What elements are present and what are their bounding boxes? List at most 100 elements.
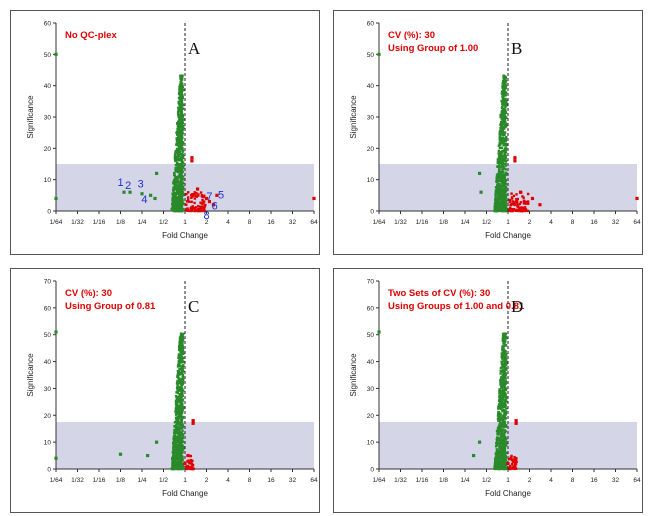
x-tick-label: 1/64 [50, 219, 63, 226]
green-point [175, 208, 178, 211]
green-point [181, 404, 184, 407]
panel-note: No QC-plex [65, 29, 117, 42]
green-point [495, 202, 498, 206]
green-point [500, 141, 504, 145]
green-point [499, 412, 502, 415]
green-point [181, 381, 185, 385]
x-tick-label: 1/32 [71, 477, 84, 484]
red-outlier-point [215, 193, 219, 197]
green-point [502, 433, 506, 437]
x-axis-title: Fold Change [485, 489, 531, 498]
green-point [174, 465, 178, 468]
green-point [175, 169, 179, 173]
y-tick-label: 20 [44, 413, 52, 420]
red-point [188, 466, 192, 469]
green-point [504, 157, 507, 160]
green-point [178, 430, 182, 434]
green-point [503, 391, 506, 395]
green-point [501, 157, 505, 160]
green-point [504, 372, 508, 376]
green-point [176, 196, 179, 200]
red-point-cloud [507, 454, 518, 471]
green-point [500, 381, 504, 385]
green-point [171, 206, 174, 209]
green-point [174, 163, 178, 167]
x-tick-label: 1/64 [50, 477, 63, 484]
green-point [181, 132, 184, 135]
green-point [173, 209, 176, 212]
green-point [176, 466, 180, 469]
green-point [504, 122, 508, 125]
green-point [497, 187, 500, 190]
green-point [503, 131, 507, 134]
green-point [504, 425, 508, 428]
red-outlier-point [506, 462, 510, 466]
green-point [174, 424, 178, 427]
green-point [504, 187, 507, 190]
red-point [512, 467, 515, 470]
green-point [176, 176, 179, 180]
green-point [176, 180, 180, 184]
green-point [501, 434, 505, 437]
green-point [182, 89, 185, 92]
green-point [179, 405, 182, 408]
green-point [177, 356, 180, 360]
green-point [501, 133, 505, 137]
green-point [173, 178, 176, 181]
green-point [494, 209, 498, 213]
green-point [178, 83, 182, 87]
green-point [181, 107, 185, 110]
green-point [498, 399, 501, 402]
green-point [179, 170, 182, 173]
green-point [500, 442, 503, 445]
green-outlier-point [154, 171, 159, 175]
green-point [181, 429, 184, 433]
green-point [503, 148, 506, 151]
green-point [180, 176, 184, 179]
green-point [497, 159, 501, 163]
x-axis-title: Fold Change [485, 231, 531, 240]
green-point [501, 168, 504, 171]
green-point [179, 403, 182, 406]
green-outlier-point [118, 452, 123, 456]
green-point [504, 196, 507, 200]
red-point [185, 467, 189, 471]
green-point [180, 350, 184, 354]
chart-panel-a: 1/64 1/32 1/16 1/8 1/4 1/2 1 2 4 8 16 32 64 0 10 20 30 40… [10, 10, 320, 255]
red-point [189, 193, 193, 197]
red-outlier-point [514, 421, 518, 425]
green-point [496, 165, 499, 168]
green-point [175, 147, 179, 151]
red-point [189, 458, 193, 462]
green-point [504, 168, 507, 171]
green-point [174, 205, 178, 208]
green-point [176, 110, 180, 114]
y-tick-label: 10 [367, 440, 375, 447]
y-tick-label: 60 [44, 305, 52, 312]
green-point [179, 156, 183, 159]
x-tick-label: 32 [289, 219, 297, 226]
green-point [176, 418, 180, 422]
green-point [178, 341, 181, 345]
green-point [497, 205, 500, 208]
green-point [503, 400, 506, 403]
green-point [503, 90, 506, 94]
green-point [181, 459, 184, 462]
green-point [180, 192, 183, 195]
green-point [499, 455, 502, 458]
green-point [175, 405, 178, 408]
green-point [499, 172, 502, 175]
green-point [500, 159, 504, 162]
green-point [494, 207, 497, 210]
green-point [180, 75, 184, 79]
green-outlier-point [472, 453, 476, 458]
green-point [181, 364, 184, 368]
green-point [501, 352, 504, 356]
y-tick-label: 20 [44, 146, 52, 153]
green-point [181, 338, 185, 341]
green-point [494, 186, 498, 189]
y-tick-label: 30 [367, 115, 375, 122]
green-point [178, 368, 182, 371]
green-point [181, 161, 185, 164]
green-point [499, 447, 503, 450]
